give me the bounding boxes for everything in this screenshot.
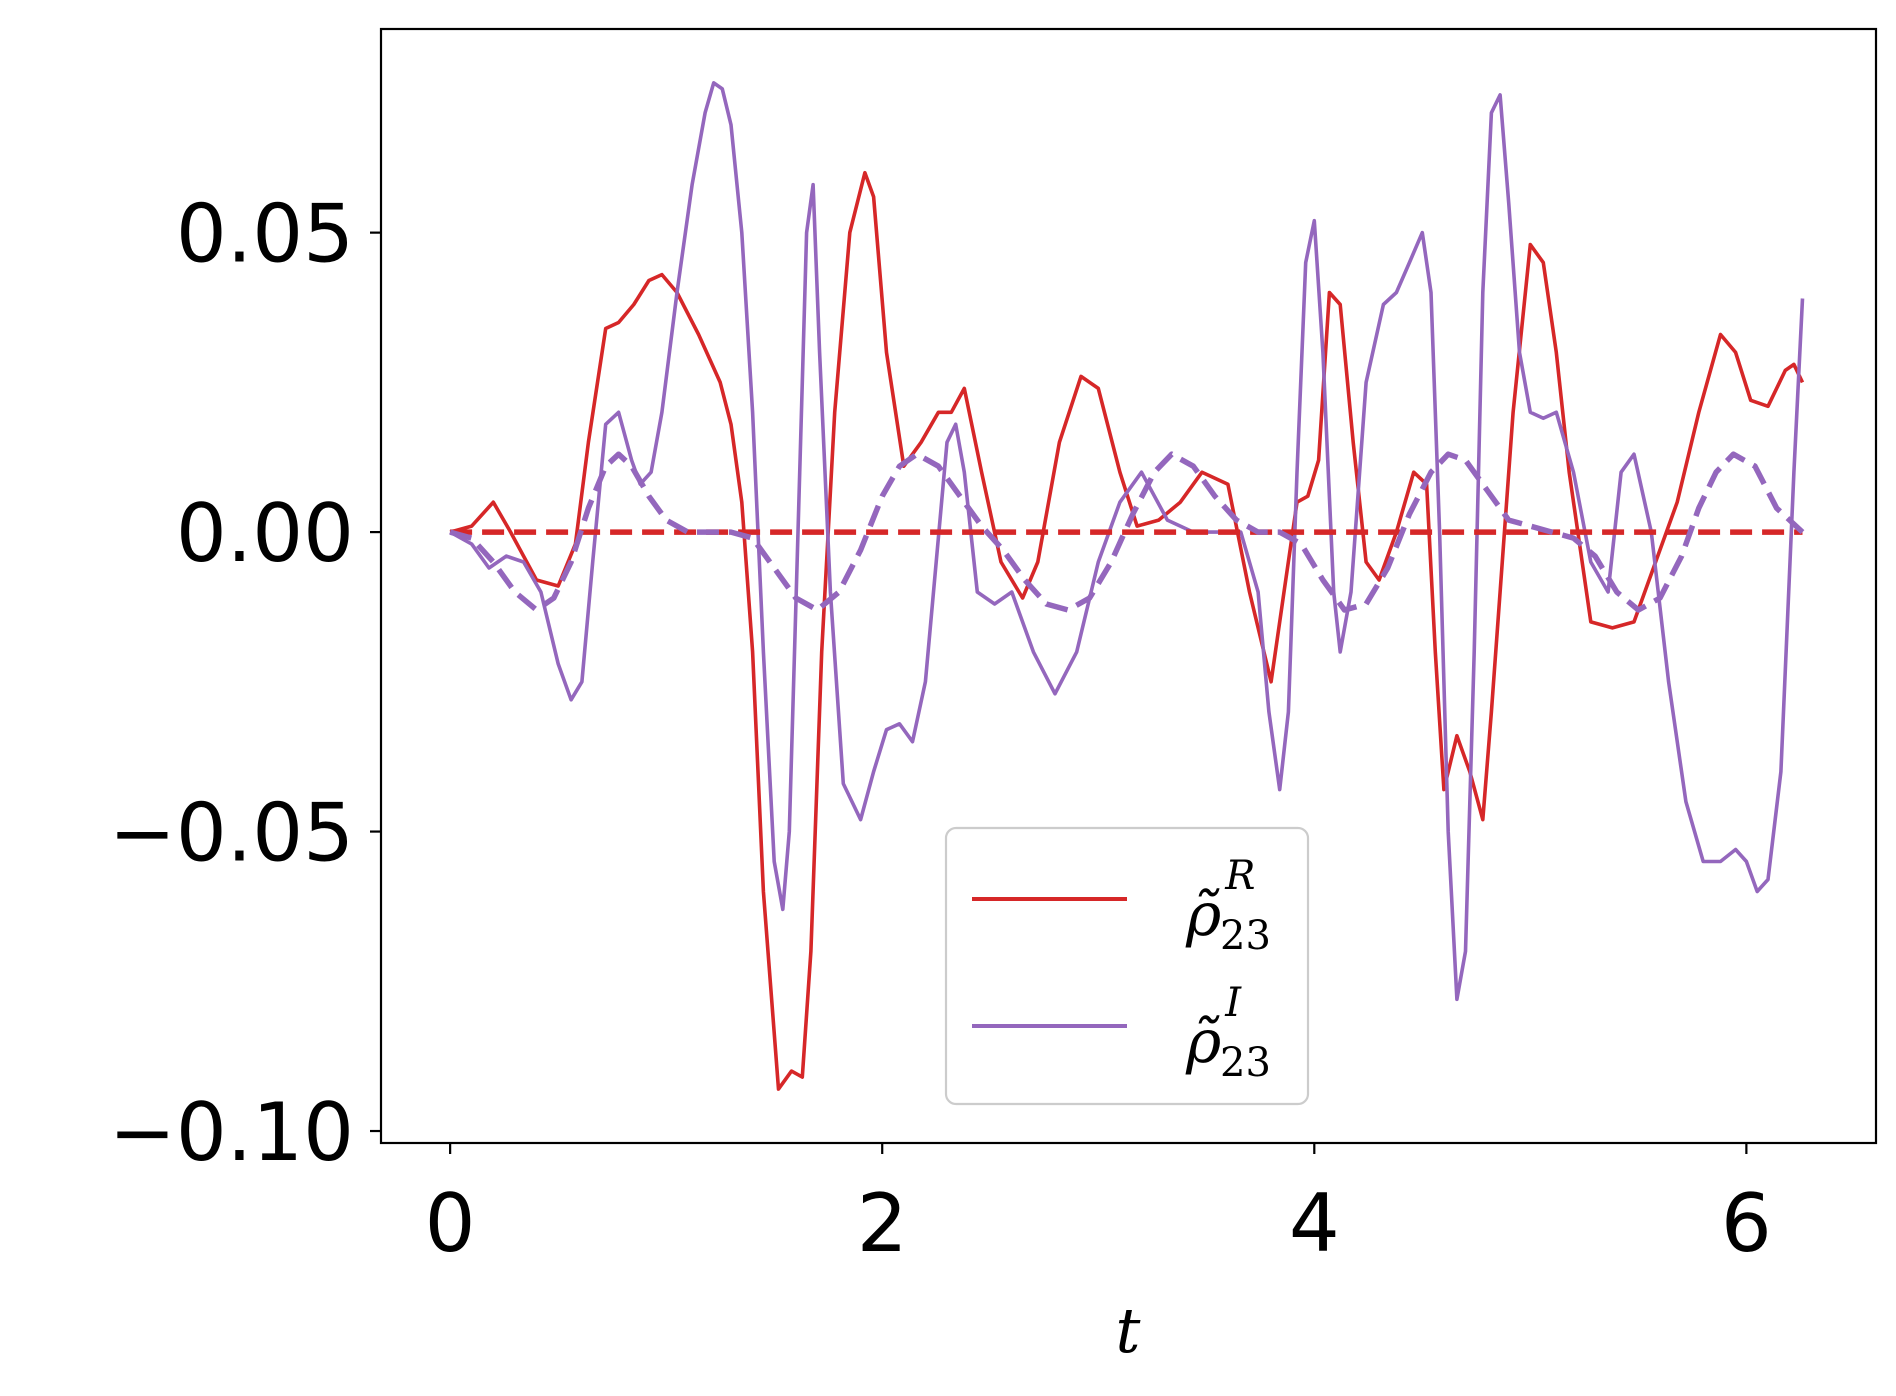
legend-label-rho23I-base: ρ̃: [1185, 1007, 1221, 1077]
series-layer: [449, 81, 1805, 1091]
legend-entry-rho23R: ρ̃R 23: [972, 853, 1271, 959]
x-axis-label: t: [1116, 1294, 1141, 1367]
legend-entry-rho23I: ρ̃I 23: [972, 980, 1271, 1086]
x-axis: 0 2 4 6: [425, 1143, 1772, 1270]
legend-label-rho23R: ρ̃R 23: [1185, 853, 1271, 959]
series-line-rho23I-dashed: [449, 451, 1805, 613]
legend: ρ̃R 23 ρ̃I 23: [944, 826, 1310, 1106]
y-tick-label: −0.05: [109, 787, 354, 880]
x-tick-label: 2: [857, 1177, 908, 1270]
y-tick-label: −0.10: [109, 1086, 354, 1179]
legend-label-rho23R-sup: R: [1224, 853, 1255, 899]
legend-label-rho23I: ρ̃I 23: [1185, 980, 1271, 1086]
y-axis: −0.10 −0.05 0.00 0.05: [109, 188, 381, 1179]
series-line-rho23I: [449, 81, 1805, 1002]
legend-label-rho23I-sup: I: [1224, 980, 1242, 1026]
y-tick-label: 0.00: [176, 487, 354, 580]
x-tick-label: 0: [425, 1177, 476, 1270]
x-tick-label: 6: [1721, 1177, 1772, 1270]
legend-label-rho23R-base: ρ̃: [1185, 880, 1221, 950]
x-tick-label: 4: [1289, 1177, 1340, 1270]
legend-label-rho23I-sub: 23: [1220, 1040, 1271, 1086]
legend-label-rho23R-sub: 23: [1220, 913, 1271, 959]
plot-frame: [379, 27, 1878, 1145]
series-line-rho23R: [449, 170, 1805, 1091]
y-tick-label: 0.05: [176, 188, 354, 281]
